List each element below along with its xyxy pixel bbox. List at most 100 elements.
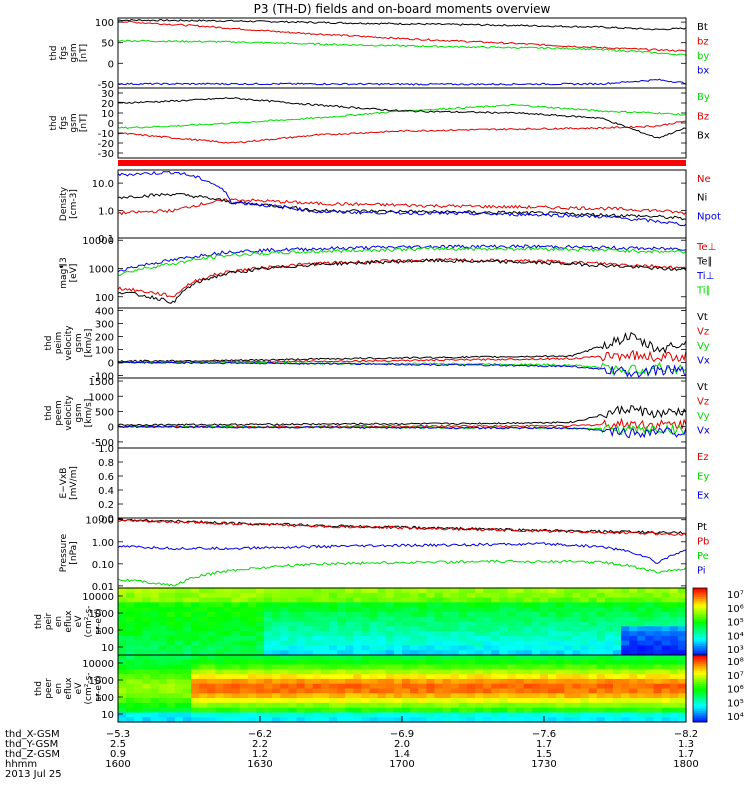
spectrogram-cell: [653, 592, 663, 599]
colorbar-segment: [693, 634, 707, 638]
spectrogram-cell: [134, 592, 143, 599]
spectrogram-cell: [483, 592, 492, 599]
spectrogram-cell: [337, 683, 346, 690]
spectrogram-cell: [653, 631, 663, 637]
spectrogram-cell: [182, 650, 192, 656]
spectrogram-cell: [207, 669, 216, 675]
colorbar-segment: [693, 594, 707, 598]
colorbar-segment: [693, 708, 707, 712]
spectrogram-cell: [223, 631, 233, 637]
spectrogram-cell: [653, 659, 663, 666]
spectrogram-cell: [345, 707, 354, 714]
spectrogram-cell: [118, 707, 127, 714]
spectrogram-cell: [507, 674, 517, 680]
spectrogram-cell: [288, 588, 298, 594]
spectrogram-cell: [556, 607, 565, 613]
spectrogram-cell: [629, 712, 638, 718]
spectrogram-cell: [645, 707, 655, 714]
spectrogram-cell: [466, 631, 476, 637]
spectrogram-cell: [369, 717, 379, 723]
spectrogram-cell: [369, 616, 379, 623]
spectrogram-cell: [353, 669, 363, 675]
spectrogram-cell: [637, 669, 647, 675]
spectrogram-cell: [369, 655, 379, 661]
spectrogram-cell: [556, 674, 565, 680]
spectrogram-cell: [393, 688, 403, 694]
spectrogram-cell: [450, 707, 460, 714]
spectrogram-cell: [150, 712, 160, 718]
spectrogram-cell: [450, 616, 460, 623]
spectrogram-cell: [369, 588, 379, 594]
y-tick-label: 300: [95, 320, 114, 331]
spectrogram-cell: [215, 588, 225, 594]
spectrogram-cell: [166, 650, 176, 656]
spectrogram-cell: [580, 588, 590, 594]
spectrogram-cell: [369, 640, 379, 647]
spectrogram-cell: [531, 607, 541, 613]
spectrogram-cell: [320, 707, 330, 714]
colorbar-segment: [693, 652, 707, 656]
spectrogram-cell: [434, 611, 444, 618]
spectrogram-cell: [345, 635, 354, 642]
spectrogram-cell: [158, 635, 168, 642]
spectrogram-cell: [645, 674, 655, 680]
spectrogram-cell: [199, 607, 208, 613]
spectrogram-cell: [191, 602, 200, 608]
spectrogram-cell: [264, 698, 273, 704]
spectrogram-cell: [174, 616, 184, 623]
spectrogram-cell: [199, 635, 208, 642]
spectrogram-cell: [361, 635, 371, 642]
spectrogram-cell: [645, 712, 655, 718]
spectrogram-cell: [239, 650, 249, 656]
spectrogram-cell: [580, 626, 590, 632]
colorbar-segment: [693, 628, 707, 631]
spectrogram-cell: [231, 683, 241, 690]
spectrogram-cell: [345, 674, 354, 680]
spectrogram-cell: [612, 635, 622, 642]
colorbar-segment: [693, 625, 707, 629]
spectrogram-cell: [588, 707, 598, 714]
spectrogram-cell: [345, 698, 354, 704]
spectrogram-cell: [442, 635, 452, 642]
spectrogram-cell: [596, 592, 606, 599]
spectrogram-cell: [645, 611, 655, 618]
spectrogram-cell: [126, 669, 135, 675]
spectrogram-cell: [272, 640, 281, 647]
spectrogram-cell: [515, 702, 525, 709]
spectrogram-cell: [450, 698, 460, 704]
spectrogram-cell: [548, 702, 557, 709]
spectrogram-cell: [337, 698, 346, 704]
spectrogram-cell: [182, 678, 192, 685]
spectrogram-cell: [434, 717, 444, 723]
spectrogram-cell: [499, 602, 509, 608]
spectrogram-cell: [215, 717, 225, 723]
spectrogram-cell: [418, 688, 427, 694]
spectrogram-cell: [304, 621, 314, 627]
spectrogram-cell: [450, 659, 460, 666]
spectrogram-cell: [515, 664, 525, 670]
spectrogram-cell: [328, 664, 338, 670]
spectrogram-cell: [523, 659, 533, 666]
spectrogram-cell: [174, 659, 184, 666]
spectrogram-cell: [637, 712, 647, 718]
spectrogram-cell: [677, 707, 687, 714]
spectrogram-cell: [377, 702, 387, 709]
spectrogram-cell: [150, 592, 160, 599]
spectrogram-cell: [134, 669, 143, 675]
spectrogram-cell: [402, 635, 411, 642]
spectrogram-cell: [507, 688, 517, 694]
spectrogram-cell: [531, 688, 541, 694]
spectrogram-cell: [621, 611, 630, 618]
spectrogram-cell: [150, 674, 160, 680]
spectrogram-cell: [166, 592, 176, 599]
spectrogram-cell: [280, 616, 289, 623]
spectrogram-cell: [669, 616, 679, 623]
spectrogram-cell: [393, 592, 403, 599]
spectrogram-cell: [539, 631, 549, 637]
spectrogram-cell: [645, 693, 655, 699]
spectrogram-cell: [580, 693, 590, 699]
spectrogram-cell: [426, 645, 436, 651]
colorbar-tick-label: 10⁵: [727, 618, 744, 629]
spectrogram-cell: [345, 688, 354, 694]
